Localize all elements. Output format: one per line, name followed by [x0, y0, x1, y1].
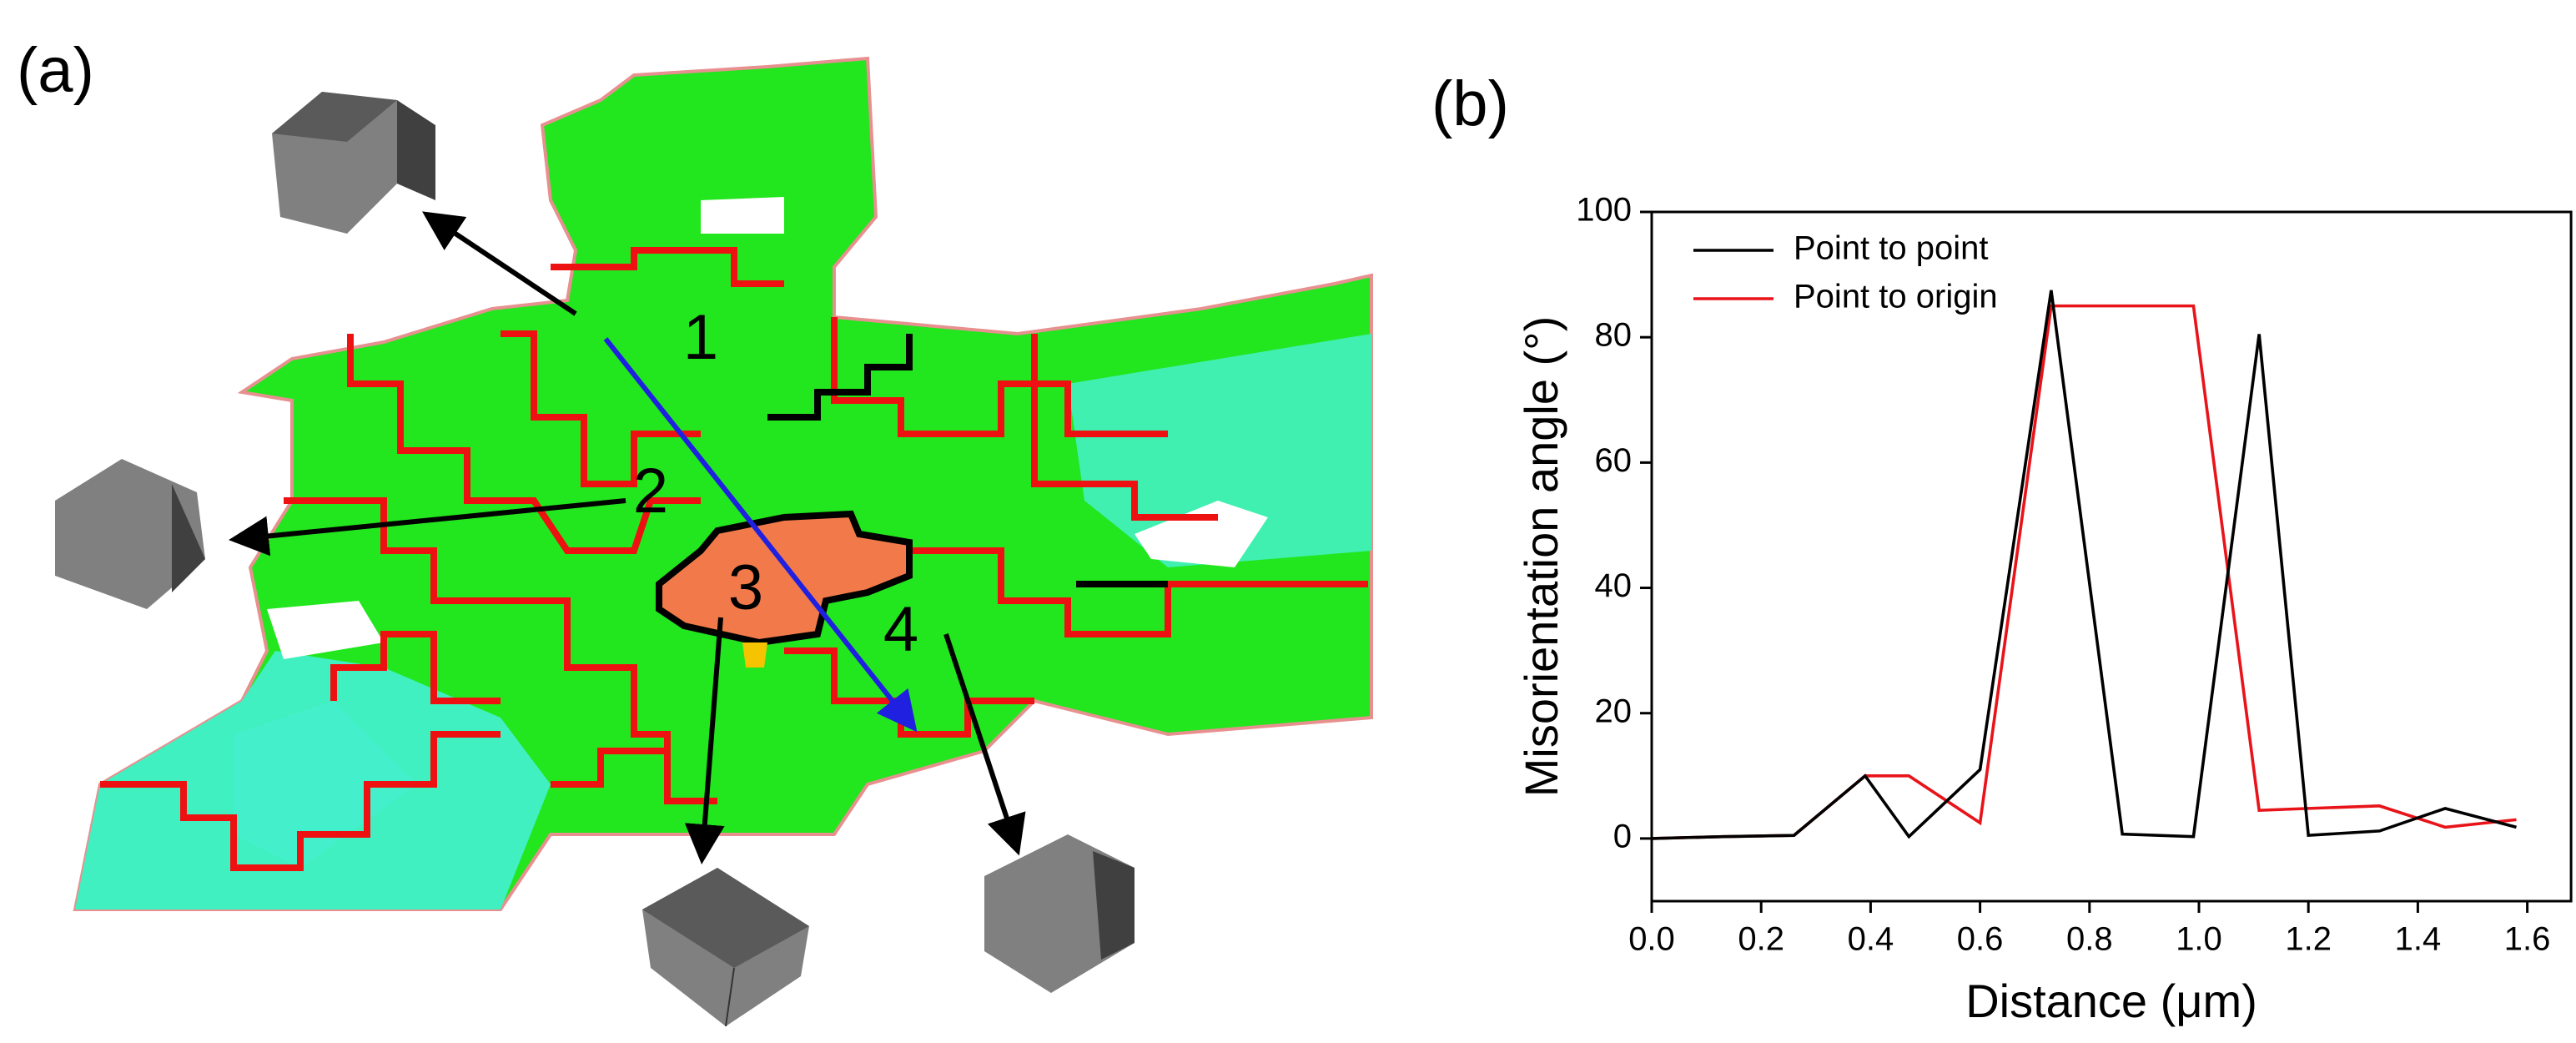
crystal-cube [984, 834, 1135, 993]
crystal-cube [272, 92, 435, 234]
series-line [1651, 304, 2517, 840]
boundary [901, 547, 1368, 637]
arrow [684, 617, 725, 864]
x-tick-label: 1.0 [2176, 921, 2222, 958]
point-label: 3 [728, 552, 763, 623]
legend-label: Point to origin [1794, 279, 1998, 315]
boundary [100, 731, 501, 871]
panel-label: (b) [1431, 68, 1509, 139]
boundary [551, 748, 667, 788]
point-label: 2 [633, 456, 668, 527]
y-tick-label: 60 [1595, 442, 1633, 479]
point-label: 1 [683, 302, 718, 373]
boundary [330, 631, 501, 704]
x-tick-label: 0.6 [1957, 921, 2004, 958]
yellow-grain [742, 642, 767, 668]
point-label: 4 [883, 594, 918, 665]
line-chart: 0.0 0.2 0.4 0.6 0.8 1.0 1.2 1.4 1.6 0 20 40 60 80 100 D… [1515, 192, 2573, 1027]
x-axis-title: Distance (μm) [1965, 975, 2257, 1027]
x-tick-label: 0.0 [1628, 921, 1675, 958]
high-angle-boundary [767, 334, 913, 421]
boundary [501, 597, 717, 804]
boundary [284, 497, 501, 604]
plot-frame [1650, 210, 2573, 903]
orange-grain [656, 510, 913, 647]
arrow [422, 211, 577, 316]
legend-label: Point to point [1794, 230, 1989, 267]
crystal-cube [642, 868, 809, 1027]
ebsd-map: 1 2 3 4 [55, 56, 1373, 1027]
arrow [229, 498, 626, 557]
boundary [551, 247, 784, 287]
y-tick-label: 0 [1613, 818, 1632, 854]
cyan-grain-region [1068, 334, 1371, 567]
crystal-cubes [55, 92, 1135, 1027]
boundary [501, 330, 701, 487]
y-axis-title: Misorientation angle (°) [1515, 316, 1567, 797]
y-tick-label: 80 [1595, 317, 1633, 354]
cyan-grain-region [234, 701, 417, 868]
y-tick-label: 20 [1595, 693, 1633, 729]
x-tick-label: 0.8 [2066, 921, 2113, 958]
x-tick-label: 0.4 [1848, 921, 1894, 958]
x-tick-label: 0.2 [1738, 921, 1784, 958]
scan-line [603, 337, 918, 733]
x-tick-label: 1.6 [2504, 921, 2551, 958]
boundary [347, 334, 701, 554]
boundary [831, 317, 1168, 437]
hole [1135, 501, 1268, 567]
arrow [943, 633, 1026, 856]
boundary [1031, 334, 1218, 521]
y-tick-label: 100 [1576, 192, 1632, 229]
x-tick-label: 1.4 [2395, 921, 2442, 958]
panel-label: (a) [17, 35, 94, 106]
hole [701, 197, 784, 234]
crystal-cube [55, 459, 205, 609]
series-line [1651, 290, 2517, 840]
x-tick-label: 1.2 [2285, 921, 2332, 958]
y-tick-label: 40 [1595, 567, 1633, 604]
hole [267, 601, 384, 659]
